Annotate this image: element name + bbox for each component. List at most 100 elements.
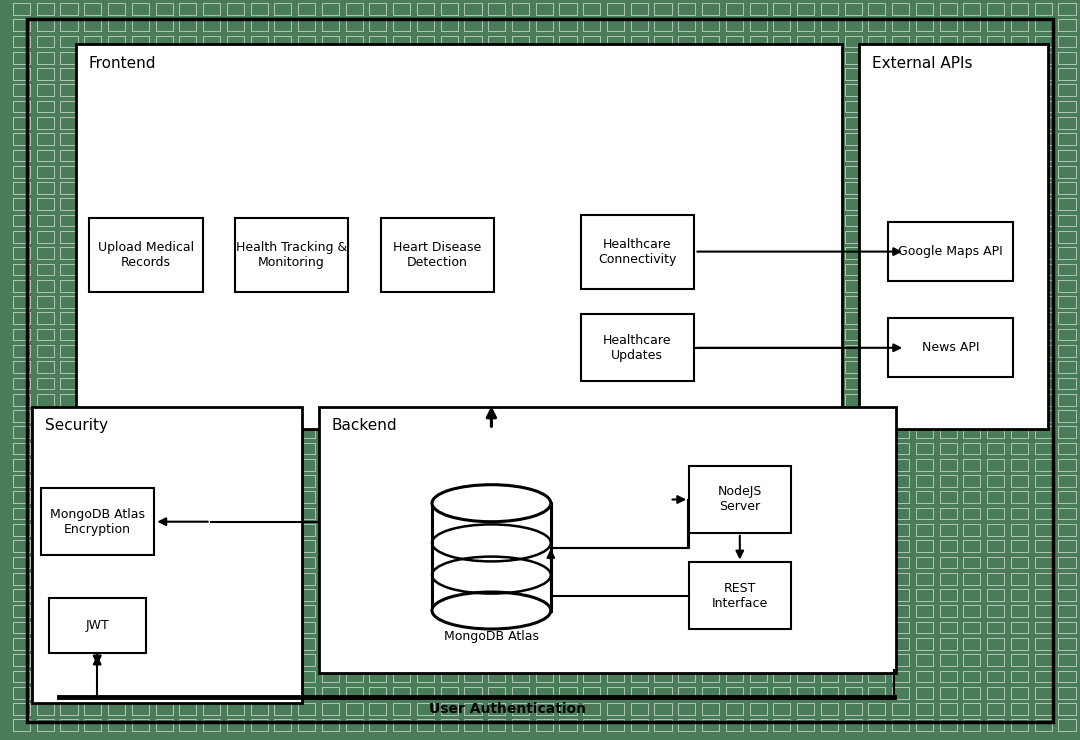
Bar <box>108 703 125 715</box>
Bar <box>726 133 743 145</box>
Bar <box>940 410 957 422</box>
Text: Upload Medical
Records: Upload Medical Records <box>97 241 194 269</box>
Bar <box>702 117 719 129</box>
Bar <box>1011 638 1028 650</box>
Bar <box>773 719 791 731</box>
Bar <box>607 426 624 438</box>
Bar <box>227 166 244 178</box>
Bar <box>179 459 197 471</box>
Bar <box>488 377 505 389</box>
Bar <box>987 329 1004 340</box>
Bar <box>726 84 743 96</box>
Bar <box>274 345 292 357</box>
Bar <box>821 312 838 324</box>
Bar <box>559 410 577 422</box>
Bar <box>750 182 767 194</box>
Bar <box>488 329 505 340</box>
Bar <box>607 198 624 210</box>
Bar <box>1035 231 1052 243</box>
Bar <box>251 345 268 357</box>
Bar <box>631 182 648 194</box>
Bar <box>1011 312 1028 324</box>
Bar <box>417 101 434 112</box>
Bar <box>987 589 1004 601</box>
Bar <box>1011 410 1028 422</box>
Bar <box>60 312 78 324</box>
Bar <box>821 426 838 438</box>
Bar <box>607 36 624 47</box>
Bar <box>654 622 672 633</box>
Bar <box>60 296 78 308</box>
Bar <box>488 622 505 633</box>
Bar <box>631 670 648 682</box>
Bar <box>393 410 410 422</box>
Bar <box>1035 68 1052 80</box>
Bar <box>773 459 791 471</box>
Bar <box>322 329 339 340</box>
Bar <box>464 84 482 96</box>
Bar <box>821 84 838 96</box>
Bar <box>963 377 981 389</box>
Bar <box>13 622 30 633</box>
Bar <box>298 703 315 715</box>
Bar <box>441 377 458 389</box>
Bar <box>583 491 600 503</box>
Bar <box>892 426 909 438</box>
Bar <box>678 296 696 308</box>
Bar <box>441 361 458 373</box>
Bar <box>963 508 981 519</box>
Bar <box>13 605 30 617</box>
Bar <box>369 443 387 454</box>
Bar <box>346 589 363 601</box>
Bar <box>488 68 505 80</box>
Bar <box>441 117 458 129</box>
Bar <box>179 524 197 536</box>
Bar <box>369 3 387 15</box>
Bar <box>441 508 458 519</box>
Bar <box>108 687 125 699</box>
Bar <box>750 605 767 617</box>
Bar <box>821 215 838 226</box>
Bar <box>726 443 743 454</box>
Bar <box>512 394 529 406</box>
Bar <box>536 573 553 585</box>
Bar <box>702 68 719 80</box>
Bar <box>346 312 363 324</box>
Bar <box>916 247 933 259</box>
Bar <box>13 670 30 682</box>
Bar <box>726 540 743 552</box>
Bar <box>689 562 792 629</box>
Bar <box>369 394 387 406</box>
Bar <box>393 540 410 552</box>
Bar <box>916 280 933 292</box>
Bar <box>607 540 624 552</box>
Bar <box>1058 605 1076 617</box>
Bar <box>583 231 600 243</box>
Bar <box>346 394 363 406</box>
Bar <box>940 296 957 308</box>
Bar <box>821 231 838 243</box>
Bar <box>203 508 220 519</box>
Bar <box>868 475 886 487</box>
Bar <box>678 459 696 471</box>
Bar <box>773 215 791 226</box>
Bar <box>916 605 933 617</box>
Bar <box>583 654 600 666</box>
Bar <box>488 394 505 406</box>
Bar <box>726 166 743 178</box>
Bar <box>963 312 981 324</box>
Bar <box>441 573 458 585</box>
Bar <box>322 198 339 210</box>
Bar <box>251 491 268 503</box>
Bar <box>797 3 814 15</box>
Bar <box>227 605 244 617</box>
Bar <box>726 410 743 422</box>
Bar <box>393 556 410 568</box>
Bar <box>559 524 577 536</box>
Bar <box>132 540 149 552</box>
Bar <box>536 3 553 15</box>
Bar <box>13 166 30 178</box>
Bar <box>583 149 600 161</box>
Bar <box>678 719 696 731</box>
Bar <box>274 215 292 226</box>
